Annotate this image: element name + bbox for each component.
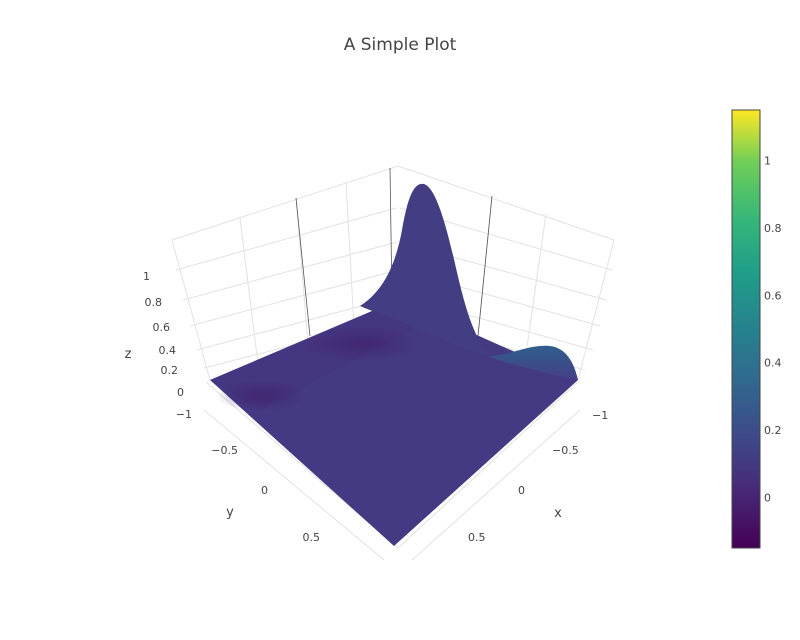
colorbar-tick-label: 0.2 [764,424,782,437]
x-axis-ticks: −1 −0.5 0 0.5 [468,409,608,544]
colorbar [731,109,761,549]
y-tick-label: −0.5 [211,444,238,457]
z-tick-label: 1 [143,270,150,283]
z-tick-label: 0.2 [161,364,179,377]
surface-dark-region-2 [216,380,308,412]
z-tick-label: 0.8 [145,296,163,309]
surface-main-peak [360,183,492,356]
colorbar-tick-label: 0.6 [764,289,782,302]
x-tick-label: 0.5 [468,531,486,544]
x-tick-label: −0.5 [552,444,579,457]
colorbar-tick-label: 0 [764,491,771,504]
z-tick-label: 0 [177,386,184,399]
x-axis-title: x [554,506,562,521]
x-tick-label: 0 [518,484,525,497]
z-tick-label: 0.6 [153,321,171,334]
y-tick-label: 0.5 [303,531,321,544]
y-axis-title: y [226,505,234,520]
colorbar-ticks: 0 0.2 0.4 0.6 0.8 1 [764,155,782,505]
y-tick-label: −1 [176,408,192,421]
colorbar-tick-label: 1 [764,155,771,168]
surface-side-bump [488,345,578,380]
z-tick-label: 0.4 [159,344,177,357]
z-axis-title: z [125,347,132,362]
y-axis-ticks: −1 −0.5 0 0.5 [176,408,320,544]
z-axis-ticks: 0 0.2 0.4 0.6 0.8 1 [143,270,184,399]
surface-base [210,300,578,546]
x-tick-label: −1 [592,409,608,422]
colorbar-tick-label: 0.8 [764,222,782,235]
chart-title: A Simple Plot [344,35,457,55]
y-tick-label: 0 [261,484,268,497]
surface-dark-region [302,326,422,362]
colorbar-tick-label: 0.4 [764,357,782,370]
